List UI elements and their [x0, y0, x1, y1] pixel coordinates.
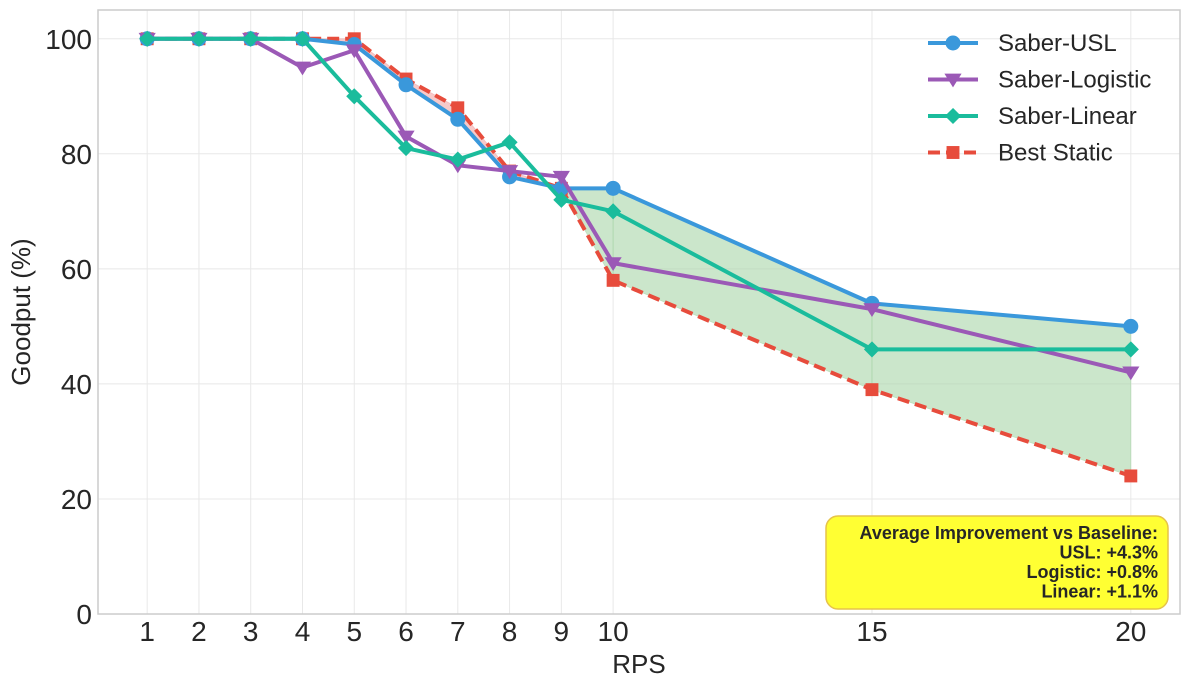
data-point	[190, 30, 208, 47]
legend-marker	[944, 73, 962, 88]
data-point	[398, 77, 414, 93]
data-point	[863, 303, 881, 317]
annotation-line: Logistic: +0.8%	[1026, 562, 1158, 582]
x-tick-label: 2	[191, 616, 207, 647]
data-point	[1122, 366, 1140, 381]
annotation-line: Average Improvement vs Baseline:	[860, 523, 1158, 543]
y-tick-label: 40	[61, 369, 92, 400]
data-point	[606, 273, 620, 287]
y-tick-label: 0	[76, 599, 92, 630]
series-saber-linear	[139, 30, 1139, 358]
data-point	[1124, 469, 1138, 483]
series-lines	[138, 30, 1140, 483]
x-tick-label: 5	[346, 616, 362, 647]
plot-frame	[97, 9, 1181, 615]
data-point	[345, 44, 363, 59]
fill-segment	[612, 187, 873, 391]
x-tick-label: 15	[856, 616, 887, 647]
data-point	[242, 30, 259, 47]
legend: Saber-USL Saber-Logistic Saber-Linear Best …	[928, 30, 1151, 167]
data-point	[604, 257, 622, 271]
data-point	[501, 134, 518, 151]
data-point	[1123, 318, 1139, 334]
data-point	[605, 203, 622, 220]
y-tick-label: 80	[61, 139, 92, 170]
data-point	[346, 88, 363, 105]
data-point	[500, 165, 519, 179]
data-point	[450, 111, 466, 127]
data-point	[863, 341, 881, 358]
x-tick-labels: 1 2 3 4 5 6 7 8 9 10 15 20	[139, 616, 1146, 647]
data-point	[294, 30, 311, 47]
legend-label: Saber-USL	[998, 30, 1117, 57]
series-line	[147, 36, 1131, 352]
legend-marker	[945, 35, 961, 51]
improvement-annotation: Average Improvement vs Baseline:USL: +4.…	[825, 515, 1169, 610]
x-axis-label: RPS	[612, 649, 665, 679]
x-tick-label: 7	[450, 616, 466, 647]
data-point	[553, 191, 570, 208]
data-point	[865, 383, 879, 397]
legend-label: Saber-Logistic	[998, 67, 1151, 94]
y-tick-label: 60	[61, 254, 92, 285]
data-point	[1122, 341, 1139, 358]
legend-marker	[944, 107, 962, 125]
y-tick-label: 20	[61, 484, 92, 515]
x-tick-label: 10	[598, 616, 629, 647]
x-tick-label: 6	[398, 616, 414, 647]
data-point	[397, 130, 415, 145]
annotation-line: USL: +4.3%	[1059, 543, 1158, 563]
y-axis-label: Goodput (%)	[6, 238, 36, 385]
data-point	[293, 61, 312, 76]
y-tick-labels: 0 20 40 60 80 100	[45, 24, 92, 630]
x-tick-label: 8	[502, 616, 518, 647]
data-point	[397, 140, 415, 157]
data-point	[139, 30, 156, 47]
x-tick-label: 20	[1115, 616, 1146, 647]
legend-entry: Saber-Logistic	[928, 67, 1151, 94]
legend-marker	[946, 146, 960, 159]
legend-entry: Saber-USL	[928, 30, 1117, 57]
annotation-box	[825, 515, 1169, 610]
fill-segment	[871, 302, 1132, 477]
x-tick-label: 9	[554, 616, 570, 647]
annotation-line: Linear: +1.1%	[1041, 582, 1158, 602]
data-point	[605, 180, 621, 196]
x-tick-label: 3	[243, 616, 259, 647]
x-tick-label: 1	[139, 616, 155, 647]
y-tick-label: 100	[45, 24, 92, 55]
legend-label: Best Static	[998, 140, 1113, 167]
data-point	[449, 151, 466, 168]
legend-entry: Best Static	[928, 140, 1113, 167]
legend-label: Saber-Linear	[998, 103, 1137, 130]
data-point	[552, 170, 570, 185]
x-tick-label: 4	[295, 616, 311, 647]
legend-entry: Saber-Linear	[928, 103, 1137, 130]
